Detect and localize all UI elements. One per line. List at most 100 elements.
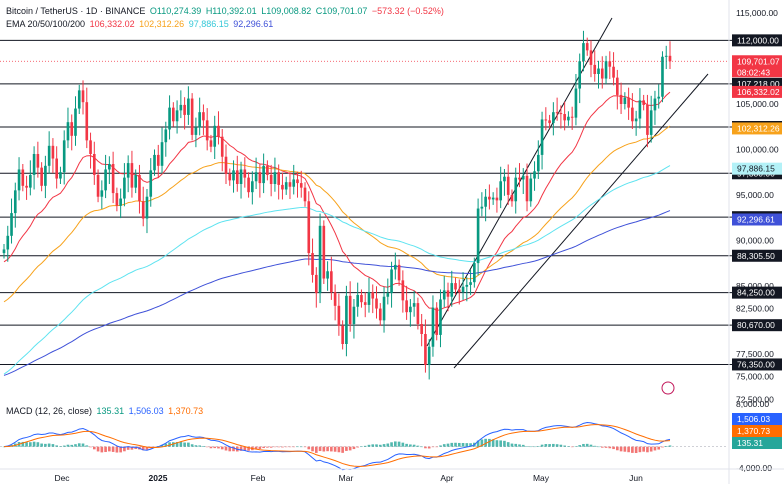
candle-body-114 [431, 307, 435, 347]
candle-body-87 [330, 271, 333, 293]
macd-hist-bar-167 [631, 446, 634, 453]
candle-body-123 [465, 284, 469, 287]
level-tag-6: 84,250.00 [737, 288, 775, 298]
candle-body-12 [47, 145, 51, 166]
ema50-tag: 102,312.26 [737, 123, 780, 133]
candle-body-14 [55, 158, 58, 179]
macd-line-value: 1,506.03 [128, 406, 164, 416]
candle-body-168 [634, 118, 638, 122]
macd-hist-bar-109 [412, 444, 416, 447]
macd-hist-bar-76 [288, 446, 292, 448]
macd-hist-bar-38 [145, 446, 149, 450]
macd-hist-bar-148 [559, 444, 563, 447]
candle-body-32 [123, 177, 126, 199]
macd-hist-bar-55 [209, 446, 213, 449]
candle-body-58 [220, 136, 224, 157]
candle-body-149 [563, 114, 566, 121]
candle-body-175 [661, 56, 664, 97]
candle-body-95 [360, 294, 363, 303]
macd-hist-bar-114 [431, 446, 435, 448]
candle-body-80 [303, 187, 307, 202]
macd-hist-bar-142 [536, 446, 540, 447]
time-label-5: May [533, 473, 550, 483]
candle-body-54 [205, 120, 209, 141]
candle-body-142 [536, 154, 540, 172]
candle-body-134 [506, 176, 510, 195]
candle-body-40 [153, 154, 156, 171]
macd-hist-bar-131 [495, 440, 499, 447]
price-tick-5: 90,000.00 [736, 235, 774, 245]
macd-hist-bar-137 [518, 444, 521, 447]
macd-hist-bar-24 [92, 446, 96, 450]
macd-hist-bar-133 [503, 440, 506, 447]
candle-body-170 [642, 100, 645, 105]
macd-hist-bar-96 [363, 445, 367, 447]
ema20-line [3, 91, 671, 312]
candle-body-137 [518, 177, 521, 180]
candle-body-140 [529, 178, 533, 202]
macd-hist-bar-168 [634, 446, 638, 454]
macd-hist-bar-28 [108, 446, 111, 452]
macd-hist-bar-12 [47, 443, 51, 447]
alert-icon [661, 381, 675, 395]
macd-hist-bar-150 [567, 446, 570, 447]
candle-body-92 [348, 295, 352, 324]
macd-hist-bar-7 [29, 442, 32, 447]
macd-hist-bar-176 [664, 446, 668, 447]
macd-hist-bar-113 [427, 446, 431, 449]
macd-hist-bar-111 [420, 446, 423, 448]
candle-body-105 [397, 264, 401, 281]
macd-hist-bar-43 [164, 443, 168, 447]
candle-body-27 [104, 169, 107, 191]
candle-body-31 [119, 198, 122, 206]
macd-hist-bar-144 [544, 444, 548, 447]
candle-body-68 [258, 172, 262, 184]
macd-hist-bar-19 [74, 444, 77, 447]
candle-body-65 [247, 177, 250, 193]
candle-body-177 [668, 55, 672, 62]
candle-body-28 [108, 164, 111, 170]
candle-body-144 [544, 119, 548, 121]
macd-hist-bar-177 [668, 445, 672, 447]
candle-body-107 [405, 300, 408, 313]
macd-hist-bar-140 [529, 446, 533, 448]
macd-hist-bar-116 [439, 445, 442, 447]
candle-body-176 [664, 55, 668, 57]
candle-body-131 [495, 197, 499, 201]
candle-body-59 [224, 156, 228, 174]
candle-body-150 [567, 116, 570, 121]
candle-body-156 [589, 50, 593, 65]
macd-hist-bar-51 [194, 445, 198, 447]
candle-body-124 [469, 282, 472, 285]
ema200-tag: 92,296.61 [737, 214, 775, 224]
candle-body-165 [623, 97, 627, 104]
macd-hist-bar-72 [273, 446, 277, 448]
macd-hist-bar-141 [533, 446, 536, 448]
macd-hist-bar-170 [642, 446, 645, 452]
macd-hist-bar-52 [198, 445, 201, 447]
candle-body-44 [168, 107, 171, 130]
countdown-tag: 08:02:43 [737, 67, 770, 77]
macd-hist-bar-123 [465, 443, 469, 447]
candle-body-154 [582, 43, 585, 62]
candle-body-155 [585, 43, 589, 51]
macd-hist-tag: 135.31 [737, 438, 763, 448]
macd-hist-bar-86 [326, 446, 329, 452]
candle-body-25 [96, 174, 100, 197]
macd-signal-tag: 1,370.73 [737, 426, 770, 436]
macd-hist-bar-164 [619, 446, 623, 452]
candle-body-36 [138, 174, 141, 202]
low-value: L109,008.82 [261, 6, 312, 16]
macd-hist-bar-155 [585, 443, 589, 447]
macd-hist-bar-35 [134, 446, 138, 450]
candle-body-26 [100, 190, 104, 197]
macd-hist-bar-134 [506, 442, 510, 447]
macd-hist-bar-161 [608, 446, 612, 449]
macd-hist-bar-73 [277, 446, 280, 448]
candle-body-100 [378, 308, 382, 321]
candle-body-84 [318, 225, 322, 294]
macd-hist-bar-129 [488, 438, 491, 447]
candle-body-76 [288, 182, 292, 187]
candle-body-4 [17, 169, 21, 191]
